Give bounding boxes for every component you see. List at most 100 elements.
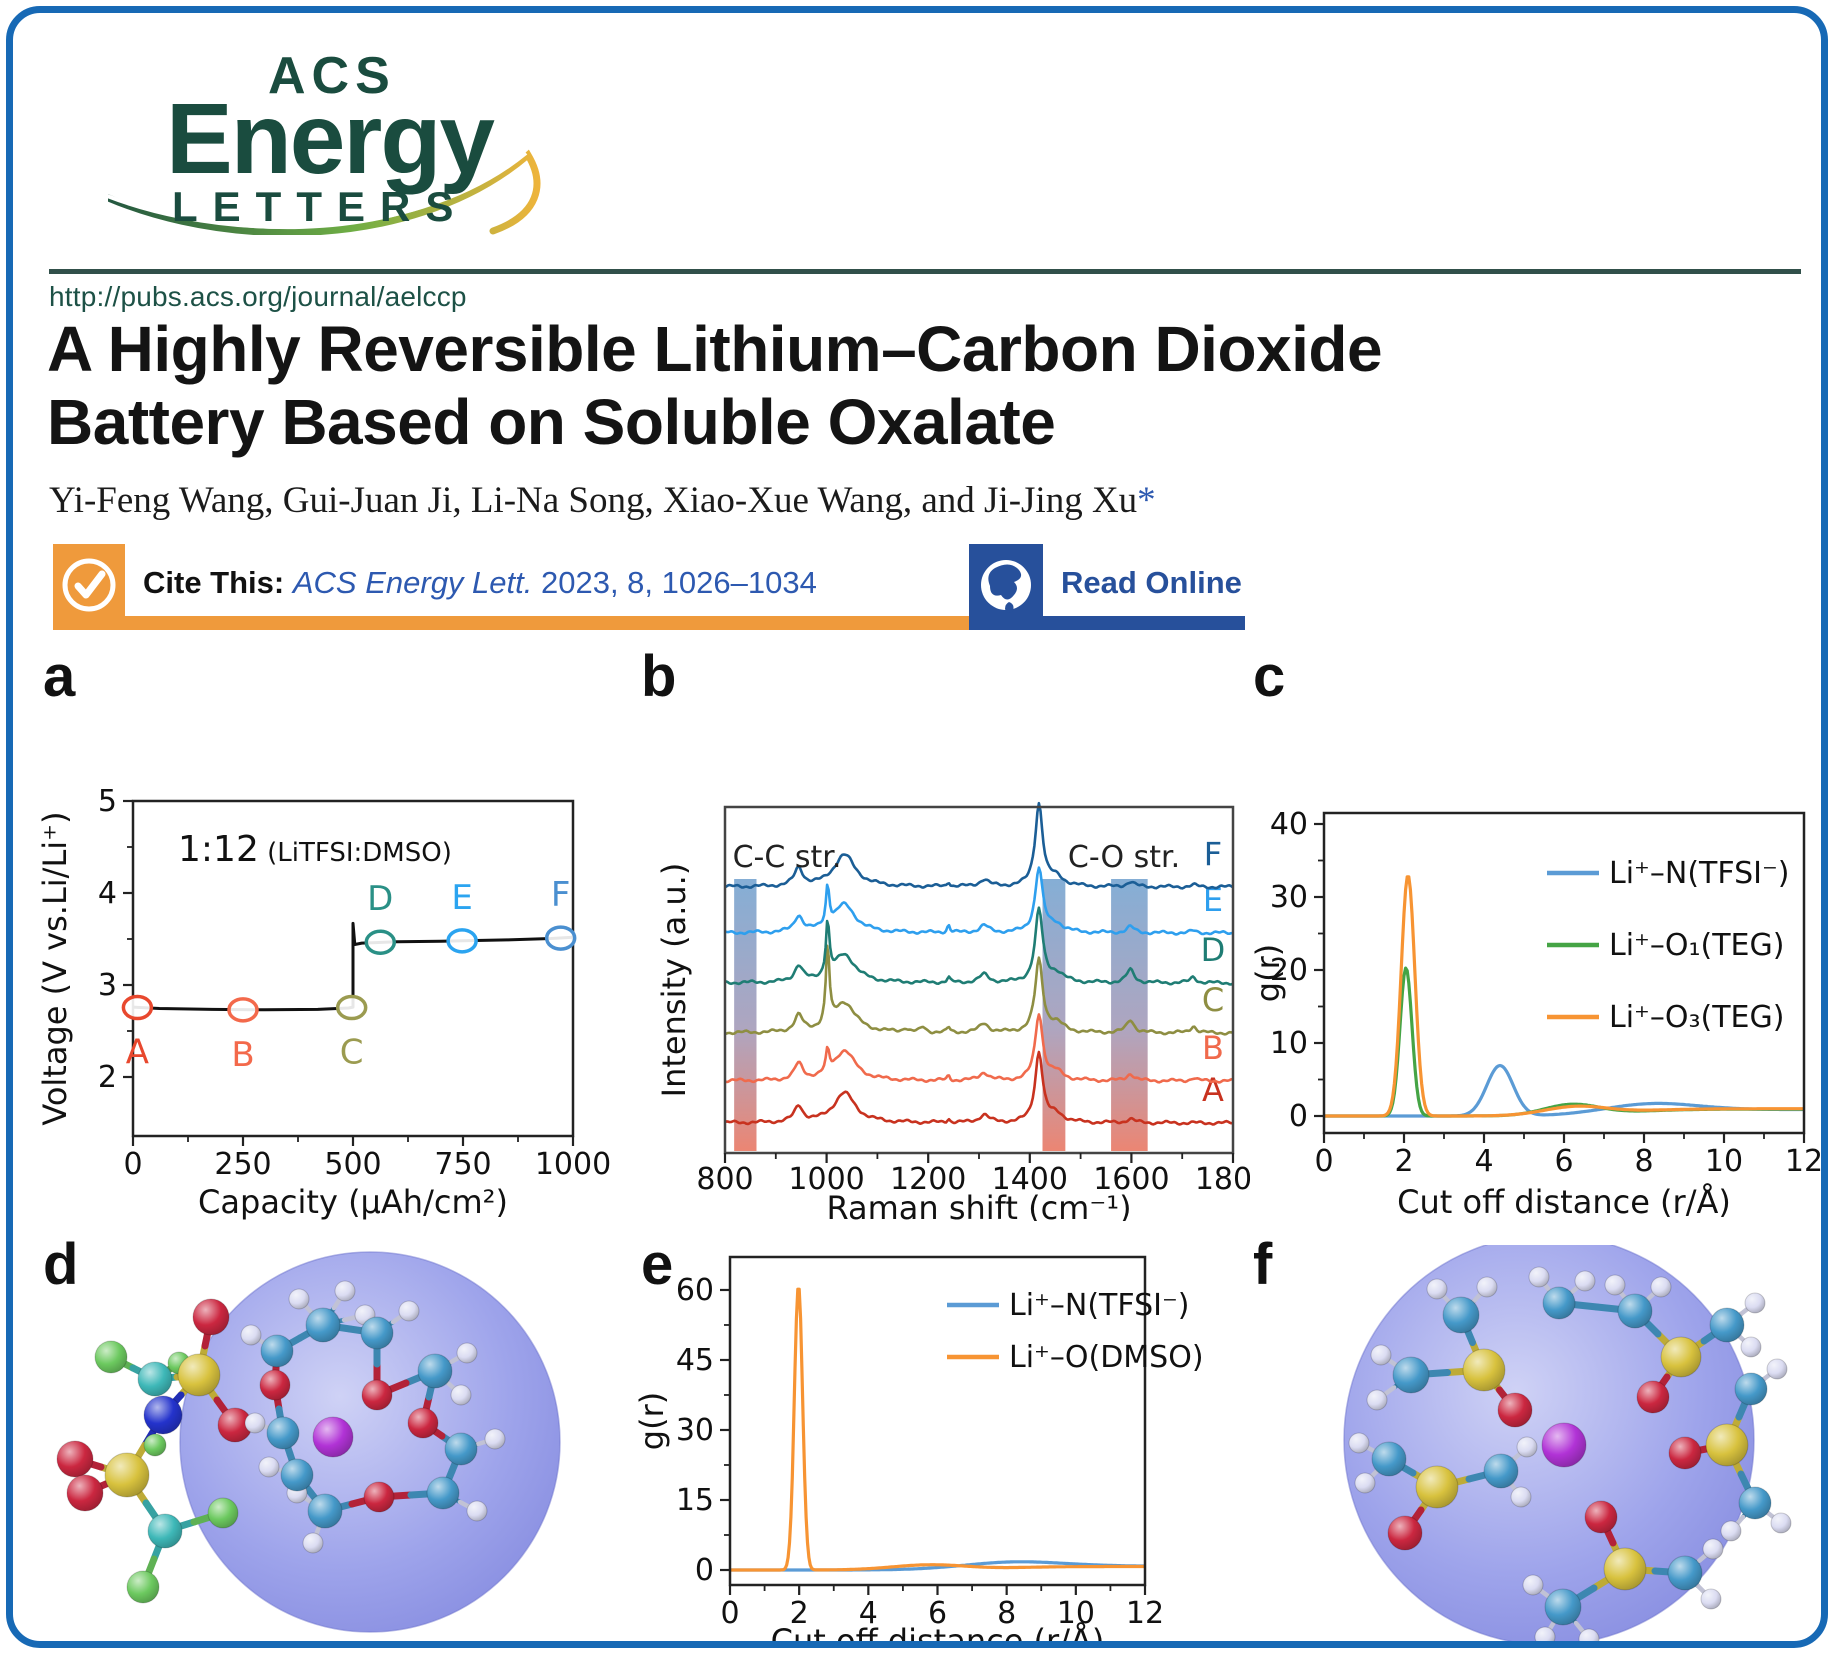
svg-text:g(r): g(r) xyxy=(1249,944,1287,1002)
svg-text:60: 60 xyxy=(676,1273,714,1308)
svg-text:C-O str.: C-O str. xyxy=(1068,840,1180,875)
svg-text:30: 30 xyxy=(1270,880,1308,915)
cite-underline-bar xyxy=(125,616,1137,630)
panel-a-voltage-capacity-chart: 0 250 500 750 1000 2 3 4 5 Capacity (μAh/cm²) Volt… xyxy=(36,784,611,1221)
check-icon xyxy=(62,558,116,612)
svg-text:500: 500 xyxy=(324,1147,381,1182)
panel-label-f: f xyxy=(1253,1232,1273,1297)
svg-text:800: 800 xyxy=(696,1162,753,1197)
panel-label-a: a xyxy=(43,644,76,709)
svg-text:D: D xyxy=(1201,931,1226,969)
svg-text:2: 2 xyxy=(98,1060,117,1095)
cite-check-badge xyxy=(53,544,125,630)
logo-swoosh-highlight xyxy=(108,151,528,229)
svg-text:4: 4 xyxy=(859,1596,878,1631)
svg-text:D: D xyxy=(367,879,393,919)
svg-text:Intensity (a.u.): Intensity (a.u.) xyxy=(655,863,693,1098)
svg-text:F: F xyxy=(1204,835,1222,873)
svg-text:Li⁺–O₃(TEG): Li⁺–O₃(TEG) xyxy=(1609,1000,1784,1035)
svg-text:0: 0 xyxy=(1289,1099,1308,1134)
svg-text:4: 4 xyxy=(1474,1144,1493,1179)
svg-text:30: 30 xyxy=(676,1413,714,1448)
svg-text:Cut off distance (r/Å): Cut off distance (r/Å) xyxy=(1397,1183,1731,1221)
journal-cover-page: ACS Energy LETTERS http://pubs.acs.org/j… xyxy=(6,6,1828,1648)
svg-text:Voltage (V vs.Li/Li⁺): Voltage (V vs.Li/Li⁺) xyxy=(36,811,74,1125)
svg-text:0: 0 xyxy=(695,1553,714,1588)
panel-d-solvation-structure-teg xyxy=(56,1251,561,1633)
svg-text:1000: 1000 xyxy=(788,1162,864,1197)
panel-label-c: c xyxy=(1253,644,1286,709)
article-title-line1: A Highly Reversible Lithium–Carbon Dioxi… xyxy=(47,313,1383,385)
svg-text:Li⁺–N(TFSI⁻): Li⁺–N(TFSI⁻) xyxy=(1009,1288,1190,1323)
svg-text:10: 10 xyxy=(1270,1026,1308,1061)
svg-text:0: 0 xyxy=(123,1147,142,1182)
svg-text:6: 6 xyxy=(928,1596,947,1631)
svg-text:2: 2 xyxy=(1394,1144,1413,1179)
svg-text:15: 15 xyxy=(676,1483,714,1518)
svg-text:750: 750 xyxy=(434,1147,491,1182)
journal-url[interactable]: http://pubs.acs.org/journal/aelccp xyxy=(49,281,467,312)
svg-text:1000: 1000 xyxy=(535,1147,611,1182)
svg-text:4: 4 xyxy=(98,876,117,911)
cite-reference-journal: ACS Energy Lett. xyxy=(292,565,533,600)
author-names: Yi-Feng Wang, Gui-Juan Ji, Li-Na Song, X… xyxy=(49,480,1138,521)
svg-text:A: A xyxy=(1202,1071,1224,1109)
svg-text:6: 6 xyxy=(1554,1144,1573,1179)
svg-text:12: 12 xyxy=(1126,1596,1164,1631)
read-online-label[interactable]: Read Online xyxy=(1061,565,1242,600)
panel-label-b: b xyxy=(641,644,677,709)
cite-reference-details: 2023, 8, 1026–1034 xyxy=(532,565,817,600)
svg-text:1200: 1200 xyxy=(890,1162,966,1197)
svg-text:0: 0 xyxy=(1314,1144,1333,1179)
svg-text:B: B xyxy=(231,1035,254,1075)
svg-text:Capacity (μAh/cm²): Capacity (μAh/cm²) xyxy=(198,1183,508,1221)
cite-this-label: Cite This: xyxy=(143,565,285,600)
panel-e-rdf-dmso-chart: 0 2 4 6 8 10 12 0 15 30 45 60 Cut off distance (r/Å)… xyxy=(633,1255,1204,1648)
panel-f-solvation-structure-dmso xyxy=(1343,1245,1792,1641)
svg-text:F: F xyxy=(551,875,571,915)
logo-energy-text: Energy xyxy=(166,83,495,195)
svg-text:20: 20 xyxy=(1270,953,1308,988)
svg-text:1800: 1800 xyxy=(1195,1162,1250,1197)
svg-text:1:12 (LiTFSI:DMSO): 1:12 (LiTFSI:DMSO) xyxy=(178,829,452,870)
svg-text:C: C xyxy=(1202,981,1224,1019)
svg-text:E: E xyxy=(451,878,472,918)
svg-text:B: B xyxy=(1202,1029,1224,1067)
svg-text:250: 250 xyxy=(214,1147,271,1182)
header-rule xyxy=(49,269,1801,274)
svg-text:Li⁺–O₁(TEG): Li⁺–O₁(TEG) xyxy=(1609,928,1784,963)
svg-text:2: 2 xyxy=(790,1596,809,1631)
svg-text:10: 10 xyxy=(1705,1144,1743,1179)
read-online-badge[interactable] xyxy=(969,544,1043,630)
corresponding-author-mark: * xyxy=(1137,480,1156,521)
svg-text:g(r): g(r) xyxy=(633,1392,671,1450)
logo-acs-text: ACS xyxy=(268,47,396,105)
author-list: Yi-Feng Wang, Gui-Juan Ji, Li-Na Song, X… xyxy=(49,479,1156,522)
svg-text:40: 40 xyxy=(1270,807,1308,842)
panel-c-rdf-teg-chart: 0 2 4 6 8 10 12 0 10 20 30 40 Cut off distance (r/Å)… xyxy=(1249,807,1823,1221)
cite-this-line[interactable]: Cite This: ACS Energy Lett. 2023, 8, 102… xyxy=(143,565,817,601)
svg-text:10: 10 xyxy=(1057,1596,1095,1631)
svg-text:8: 8 xyxy=(997,1596,1016,1631)
svg-text:Li⁺–O(DMSO): Li⁺–O(DMSO) xyxy=(1009,1340,1204,1375)
svg-text:1600: 1600 xyxy=(1093,1162,1169,1197)
panel-label-d: d xyxy=(43,1232,79,1297)
read-online-underline-bar xyxy=(1043,616,1245,630)
svg-text:Raman shift (cm⁻¹): Raman shift (cm⁻¹) xyxy=(826,1189,1131,1221)
svg-text:Cut off distance (r/Å): Cut off distance (r/Å) xyxy=(771,1622,1105,1648)
acs-energy-letters-logo: ACS Energy LETTERS xyxy=(108,47,541,235)
article-title: A Highly Reversible Lithium–Carbon Dioxi… xyxy=(47,313,1747,459)
logo-swoosh xyxy=(108,149,541,235)
article-title-line2: Battery Based on Soluble Oxalate xyxy=(47,385,1056,458)
svg-text:0: 0 xyxy=(720,1596,739,1631)
globe-icon xyxy=(981,560,1031,613)
svg-text:8: 8 xyxy=(1634,1144,1653,1179)
svg-text:12: 12 xyxy=(1785,1144,1823,1179)
svg-text:C-C str.: C-C str. xyxy=(733,840,842,875)
svg-text:Li⁺–N(TFSI⁻): Li⁺–N(TFSI⁻) xyxy=(1609,856,1790,891)
svg-text:A: A xyxy=(126,1033,149,1073)
svg-text:C: C xyxy=(340,1033,364,1073)
logo-letters-text: LETTERS xyxy=(172,183,468,230)
svg-text:45: 45 xyxy=(676,1343,714,1378)
